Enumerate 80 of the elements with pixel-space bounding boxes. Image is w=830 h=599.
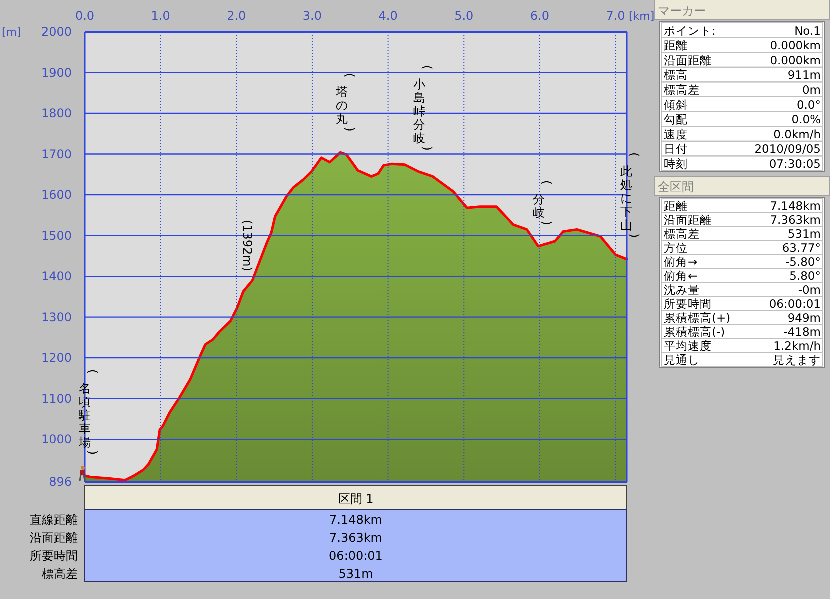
y-tick-label: 1600	[41, 188, 72, 202]
y-tick-label: 1000	[41, 432, 72, 447]
text: ポイント:	[664, 24, 716, 38]
text: 0.000km	[770, 53, 821, 68]
y-tick-label: 1500	[41, 228, 72, 243]
text: 距離	[664, 199, 688, 213]
text: 方位	[664, 241, 688, 255]
text: 沿面距離	[664, 213, 712, 227]
annotation: (塔の丸)	[335, 73, 358, 132]
text: マーカー	[658, 4, 706, 18]
x-tick-label: 1.0	[151, 9, 170, 23]
text: 531m	[788, 227, 821, 241]
y-tick-label: 1800	[41, 106, 72, 121]
text: 1.2km/h	[774, 339, 821, 353]
text: 5.80°	[790, 269, 821, 283]
text: 06:00:01	[769, 297, 821, 311]
text: -0m	[798, 283, 821, 297]
text: 所要時間	[664, 297, 712, 311]
x-tick-label: 0.0	[75, 9, 95, 23]
y-tick-label: 1900	[41, 66, 72, 80]
text: 俯角→	[664, 255, 698, 269]
text: 累積標高(+)	[664, 311, 731, 325]
text: 沿面距離	[664, 53, 712, 68]
x-tick-label: 4.0	[378, 9, 398, 23]
text: -5.80°	[785, 255, 821, 269]
text: 0.0km/h	[774, 127, 821, 142]
text: 0.000km	[770, 38, 821, 53]
text: 標高差	[42, 567, 78, 581]
text: 7.363km	[770, 213, 821, 227]
text: 時刻	[664, 157, 688, 171]
x-tick-label: 3.0	[302, 9, 322, 23]
y-tick-label: 1100	[41, 392, 72, 406]
text: 標高	[664, 68, 688, 82]
text: 標高差	[664, 83, 700, 97]
text: 0.0%	[792, 112, 822, 127]
text: 7.148km	[330, 513, 382, 527]
x-axis-title: [km]	[629, 10, 655, 23]
annotation: (1392m)	[240, 220, 254, 272]
text: 0m	[802, 83, 821, 97]
y-tick-label: 2000	[41, 25, 72, 39]
text: 07:30:05	[769, 157, 821, 171]
text: 累積標高(-)	[664, 325, 726, 339]
y-tick-label: 1700	[41, 147, 72, 162]
annotation: (分岐)	[533, 180, 554, 226]
x-tick-label: 5.0	[454, 9, 474, 23]
text: 距離	[664, 38, 688, 53]
x-tick-label: 2.0	[227, 9, 246, 23]
text: 7.363km	[330, 531, 382, 545]
text: 見えます	[773, 353, 821, 367]
x-tick-label: 6.0	[530, 9, 550, 23]
x-tick-label: 7.0	[606, 9, 626, 23]
text: 速度	[664, 127, 688, 142]
y-tick-label: 1200	[41, 351, 72, 366]
text: 所要時間	[30, 549, 78, 563]
text: 全区間	[658, 180, 694, 194]
text: 見通し	[664, 353, 700, 367]
text: 06:00:01	[329, 549, 383, 563]
text: 俯角←	[664, 269, 698, 283]
text: 949m	[788, 311, 821, 325]
y-axis-title: [m]	[2, 26, 22, 39]
text: -418m	[784, 325, 821, 339]
text: No.1	[794, 24, 821, 38]
text: 沈み量	[664, 283, 700, 297]
text: 7.148km	[770, 199, 821, 213]
text: 63.77°	[782, 241, 821, 255]
text: 911m	[788, 68, 821, 82]
text: 標高差	[664, 227, 700, 241]
text: 531m	[338, 567, 374, 581]
text: 平均速度	[664, 339, 712, 353]
text: 直線距離	[30, 513, 78, 527]
text: 区間 1	[338, 492, 374, 506]
text: 0.0°	[796, 98, 821, 112]
text: 日付	[664, 142, 688, 156]
text: 沿面距離	[30, 531, 78, 545]
y-tick-label: 1300	[41, 310, 72, 324]
y-tick-label: 896	[49, 475, 72, 489]
text: 傾斜	[664, 98, 688, 112]
text: 勾配	[664, 112, 688, 127]
text: 2010/09/05	[754, 142, 821, 156]
y-tick-label: 1400	[41, 270, 72, 284]
